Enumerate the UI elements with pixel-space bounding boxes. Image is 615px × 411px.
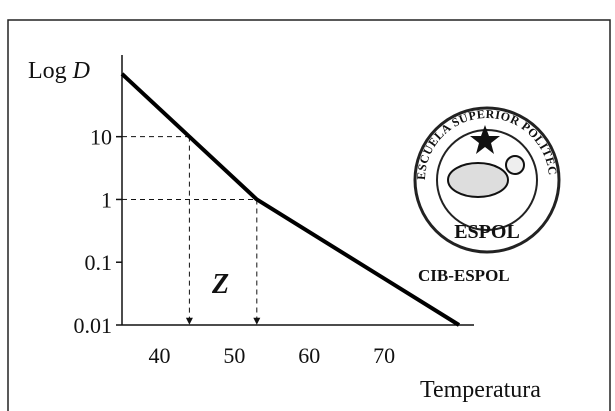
y-tick-label: 0.1 [85, 250, 113, 275]
x-label: Temperatura [420, 377, 541, 403]
annotation: Z [211, 269, 229, 300]
x-tick-label: 40 [148, 343, 170, 368]
y-tick-label: 10 [90, 125, 112, 150]
logo-caption: CIB-ESPOL [418, 266, 510, 285]
y-tick-label: 0.01 [74, 313, 113, 338]
logo-ring-path: ESCUELA SUPERIOR POLITECNICA DEL LITORAL [0, 0, 559, 180]
x-tick-label: 60 [298, 343, 320, 368]
logo-star [470, 125, 500, 154]
logo-ring [413, 106, 561, 254]
frame [7, 19, 611, 411]
x-tick-label: 70 [373, 343, 395, 368]
y-label-var: D [72, 58, 90, 84]
y-tick-label: 1 [101, 187, 112, 212]
logo-head [505, 155, 525, 175]
logo-turtle [447, 162, 509, 198]
data-line [120, 72, 461, 327]
logo-inner [436, 129, 538, 231]
logo-name: ESPOL [454, 221, 520, 243]
y-label-text: Log [28, 58, 67, 84]
y-label: Log D [28, 58, 90, 84]
logo-ring-text: ESCUELA SUPERIOR POLITECNICA DEL LITORAL [0, 0, 560, 180]
x-tick-label: 50 [223, 343, 245, 368]
